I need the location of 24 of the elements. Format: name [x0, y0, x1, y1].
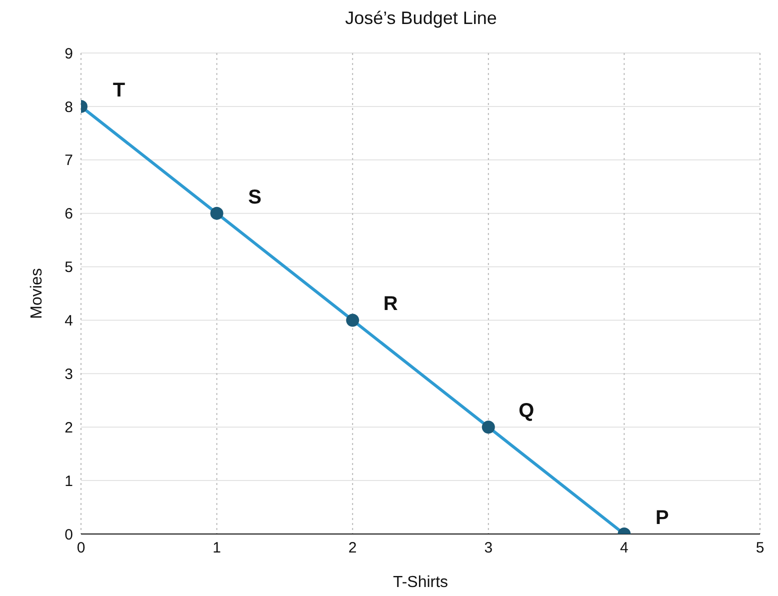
y-tick-label: 4 [64, 312, 73, 330]
y-axis-title: Movies [28, 268, 46, 319]
x-tick-label: 3 [484, 540, 493, 557]
annotation: S [248, 186, 262, 208]
y-tick-label: 1 [64, 472, 73, 490]
x-tick-label: 0 [76, 540, 86, 557]
annotation: T [112, 79, 126, 102]
y-tick-label: 2 [64, 419, 73, 436]
y-tick-label: 7 [64, 152, 73, 170]
x-tick-label: 5 [756, 540, 764, 557]
y-tick-label: 0 [64, 526, 73, 544]
annotation: R [383, 293, 398, 316]
chart-title: José’s Budget Line [344, 8, 498, 29]
y-tick-label: 9 [64, 45, 73, 62]
annotation: P [656, 507, 669, 529]
y-tick-label: 5 [64, 259, 73, 276]
y-tick-label: 6 [64, 206, 73, 223]
y-tick-label: 8 [64, 98, 73, 116]
x-tick-label: 4 [620, 540, 628, 557]
x-tick-label: 1 [212, 540, 221, 557]
annotation: Q [518, 400, 534, 422]
x-axis-title: T-Shirts [392, 574, 448, 591]
x-tick-label: 2 [348, 540, 357, 557]
y-tick-label: 3 [64, 366, 73, 383]
